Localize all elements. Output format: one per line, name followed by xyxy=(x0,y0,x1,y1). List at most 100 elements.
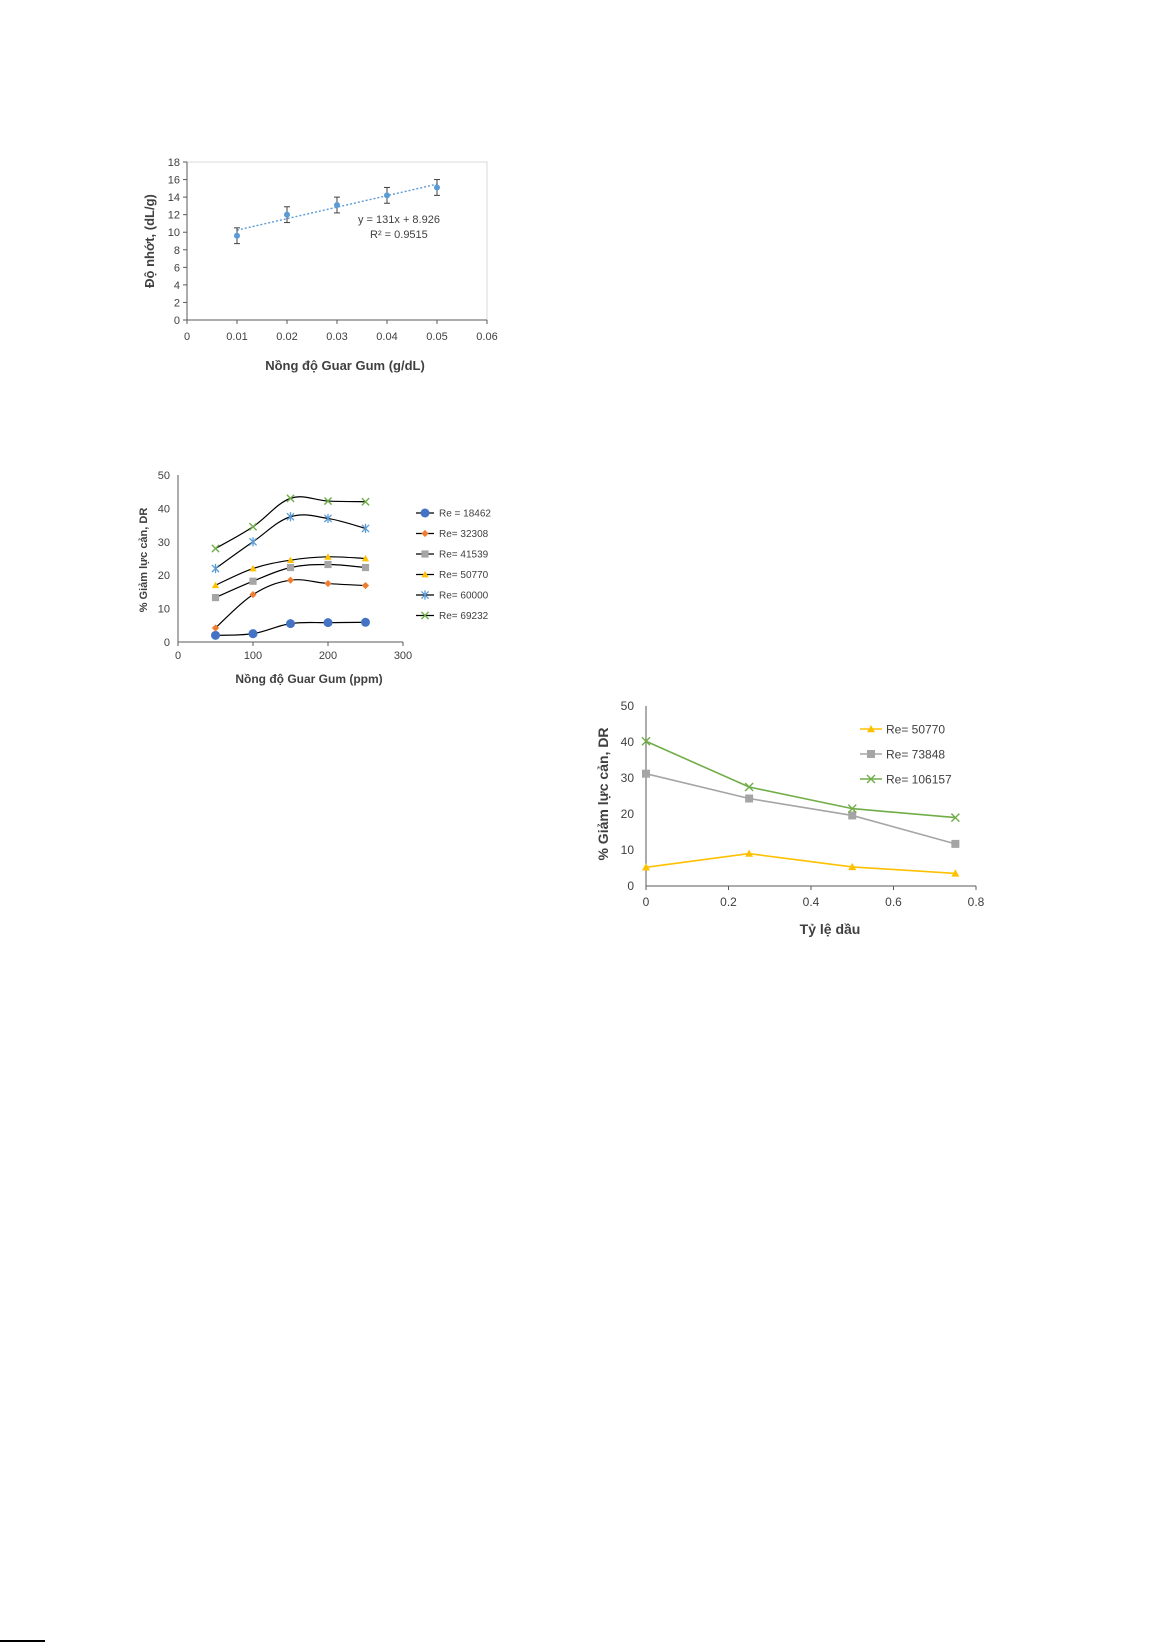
x-tick-label: 0 xyxy=(175,650,181,662)
y-tick-label: 30 xyxy=(158,537,170,549)
drag-reduction-concentration-svg: % Giảm lực cản, DR Nồng độ Guar Gum (ppm… xyxy=(138,470,491,686)
y-tick-label: 40 xyxy=(158,503,170,515)
legend-marker xyxy=(867,725,875,733)
series-marker xyxy=(211,630,220,640)
y-tick-label: 0 xyxy=(627,879,634,893)
series-line xyxy=(645,772,956,845)
y-axis-title: % Giảm lực cản, DR xyxy=(138,508,150,613)
legend-label: Re= 73848 xyxy=(886,748,945,762)
y-tick-label: 50 xyxy=(158,470,170,482)
series-marker xyxy=(324,553,332,560)
series-marker xyxy=(211,593,220,602)
series-marker xyxy=(951,839,960,848)
series-marker xyxy=(249,577,257,585)
legend-entry: Re = 18462 xyxy=(416,508,491,520)
legend-entry: Re= 41539 xyxy=(416,550,489,561)
legend-entry: Re= 106157 xyxy=(860,773,952,787)
drag-reduction-oil-ratio-chart: % Giảm lực cản, DR Tỷ lệ dầu 0 0.2 0.4 0.6 0… xyxy=(595,699,1035,986)
y-tick-label: 30 xyxy=(621,771,635,785)
data-point xyxy=(434,184,440,191)
y-tick-label: 16 xyxy=(168,175,180,187)
y-tick-label: 8 xyxy=(174,245,180,257)
x-tick-label: 0.03 xyxy=(326,331,347,343)
y-tick-label: 14 xyxy=(168,192,180,204)
series-marker xyxy=(361,554,370,562)
x-tick-label: 0.05 xyxy=(426,331,447,343)
y-tick-label: 10 xyxy=(621,843,635,857)
legend-marker xyxy=(867,750,875,758)
y-tick-label: 10 xyxy=(158,604,170,616)
legend-label: Re= 41539 xyxy=(439,550,489,561)
legend-marker xyxy=(421,550,429,558)
series-5 xyxy=(211,494,370,553)
series-marker xyxy=(744,782,754,792)
series-line xyxy=(215,496,366,549)
y-tick-label: 20 xyxy=(158,570,170,582)
data-point xyxy=(234,232,240,239)
y-tick-label: 0 xyxy=(164,637,170,649)
series-marker xyxy=(323,618,333,628)
legend-entry: Re= 32308 xyxy=(416,529,489,540)
legend-label: Re= 69232 xyxy=(439,611,489,622)
legend-entry: Re= 60000 xyxy=(416,590,489,602)
y-tick-label: 2 xyxy=(174,297,180,309)
data-point xyxy=(334,202,340,209)
series-marker xyxy=(361,581,370,590)
series-4 xyxy=(211,512,370,574)
legend-marker xyxy=(420,590,430,600)
x-tick-label: 0.06 xyxy=(476,331,497,343)
legend-label: Re= 32308 xyxy=(439,529,489,540)
legend-marker xyxy=(421,529,429,538)
y-tick-label: 50 xyxy=(621,699,635,713)
x-tick-label: 0.02 xyxy=(276,331,297,343)
x-axis-title: Nồng độ Guar Gum (ppm) xyxy=(235,672,382,686)
series-3 xyxy=(211,553,370,589)
x-tick-label: 0.6 xyxy=(885,895,902,909)
series-marker xyxy=(286,494,295,503)
series-marker xyxy=(642,769,650,778)
series-marker xyxy=(745,794,754,803)
y-tick-label: 12 xyxy=(168,210,180,222)
series-marker xyxy=(286,563,295,572)
legend-label: Re= 50770 xyxy=(439,570,489,581)
footnote-rule xyxy=(0,1640,45,1642)
series-marker xyxy=(361,523,370,534)
x-tick-label: 300 xyxy=(394,650,412,662)
series-marker xyxy=(211,581,220,589)
y-tick-label: 18 xyxy=(168,157,180,169)
series-marker xyxy=(211,544,220,553)
x-tick-label: 0.04 xyxy=(376,331,397,343)
series-marker xyxy=(249,590,257,599)
viscosity-chart-svg: Độ nhớt, (dL/g) Nồng độ Guar Gum (g/dL) … xyxy=(142,157,498,373)
series-marker xyxy=(951,869,960,877)
series-marker xyxy=(248,522,258,531)
series-marker xyxy=(950,813,960,823)
y-tick-label: 40 xyxy=(621,735,635,749)
series-2 xyxy=(211,560,370,602)
legend-entry: Re= 69232 xyxy=(416,611,489,622)
y-tick-label: 0 xyxy=(174,315,180,327)
legend-label: Re= 106157 xyxy=(886,773,952,787)
series-0 xyxy=(211,617,370,640)
equation-label: y = 131x + 8.926 xyxy=(358,214,440,226)
x-axis-title: Tỷ lệ dầu xyxy=(800,921,861,937)
series-marker xyxy=(361,563,370,572)
series-marker xyxy=(211,563,220,574)
r2-label: R² = 0.9515 xyxy=(370,229,428,241)
x-tick-label: 0 xyxy=(184,331,190,343)
series-1 xyxy=(642,769,960,848)
y-axis-title: Độ nhớt, (dL/g) xyxy=(142,194,157,288)
series-marker xyxy=(361,617,370,627)
x-axis-title: Nồng độ Guar Gum (g/dL) xyxy=(265,358,425,373)
legend-label: Re= 60000 xyxy=(439,591,489,602)
legend-marker xyxy=(420,611,430,620)
data-point xyxy=(284,211,290,218)
viscosity-chart: Độ nhớt, (dL/g) Nồng độ Guar Gum (g/dL) … xyxy=(140,155,520,400)
legend-marker xyxy=(420,508,430,518)
x-tick-label: 0.01 xyxy=(226,331,247,343)
series-marker xyxy=(286,619,295,629)
x-tick-label: 0.2 xyxy=(720,895,737,909)
y-tick-label: 6 xyxy=(174,262,180,274)
legend-entry: Re= 50770 xyxy=(416,570,489,581)
drag-reduction-concentration-chart: % Giảm lực cản, DR Nồng độ Guar Gum (ppm… xyxy=(138,470,540,720)
